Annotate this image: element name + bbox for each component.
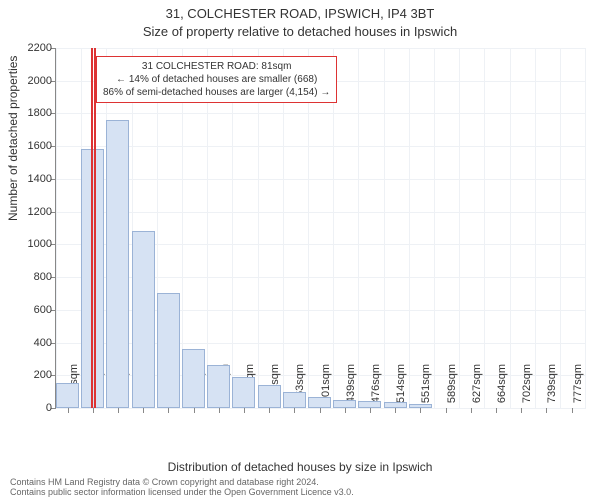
annotation-box: 31 COLCHESTER ROAD: 81sqm ← 14% of detac… (96, 56, 337, 103)
gridline-v (409, 48, 410, 408)
ytick-label: 1000 (7, 238, 52, 250)
gridline-h (56, 212, 586, 213)
ytick-label: 1400 (7, 173, 52, 185)
gridline-v (384, 48, 385, 408)
annotation-line3: 86% of semi-detached houses are larger (… (103, 86, 330, 99)
ytick-label: 0 (7, 402, 52, 414)
chart-container: 31, COLCHESTER ROAD, IPSWICH, IP4 3BT Si… (0, 0, 600, 500)
gridline-v (560, 48, 561, 408)
annotation-line2: ← 14% of detached houses are smaller (66… (103, 73, 330, 86)
footer-attribution: Contains HM Land Registry data © Crown c… (10, 478, 354, 498)
xtick-label: 702sqm (521, 364, 533, 414)
annotation-line1: 31 COLCHESTER ROAD: 81sqm (103, 60, 330, 73)
chart-title-main: 31, COLCHESTER ROAD, IPSWICH, IP4 3BT (0, 6, 600, 21)
histogram-bar (358, 401, 381, 408)
gridline-h (56, 48, 586, 49)
xtick-label: 627sqm (471, 364, 483, 414)
gridline-v (56, 48, 57, 408)
plot-area: 25sqm63sqm100sqm138sqm175sqm213sqm251sqm… (55, 48, 586, 409)
gridline-v (434, 48, 435, 408)
histogram-bar (258, 385, 281, 408)
ytick-label: 1200 (7, 206, 52, 218)
histogram-bar (207, 365, 230, 408)
gridline-v (358, 48, 359, 408)
histogram-bar (308, 397, 331, 408)
x-axis-label: Distribution of detached houses by size … (0, 460, 600, 474)
histogram-bar (232, 377, 255, 408)
histogram-bar (106, 120, 129, 408)
gridline-v (585, 48, 586, 408)
histogram-bar (384, 402, 407, 408)
chart-title-sub: Size of property relative to detached ho… (0, 24, 600, 39)
xtick-label: 777sqm (572, 364, 584, 414)
gridline-v (484, 48, 485, 408)
footer-line2: Contains public sector information licen… (10, 488, 354, 498)
histogram-bar (409, 404, 432, 408)
ytick-label: 2200 (7, 42, 52, 54)
gridline-v (535, 48, 536, 408)
xtick-label: 589sqm (446, 364, 458, 414)
ytick-label: 2000 (7, 75, 52, 87)
gridline-v (510, 48, 511, 408)
ytick-label: 600 (7, 304, 52, 316)
histogram-bar (157, 293, 180, 408)
ytick-label: 200 (7, 369, 52, 381)
gridline-h (56, 113, 586, 114)
histogram-bar (333, 400, 356, 408)
ytick-label: 800 (7, 271, 52, 283)
ytick-label: 400 (7, 337, 52, 349)
ytick-label: 1800 (7, 107, 52, 119)
histogram-bar (283, 392, 306, 408)
gridline-h (56, 146, 586, 147)
histogram-bar (56, 383, 79, 408)
histogram-bar (132, 231, 155, 408)
ytick-label: 1600 (7, 140, 52, 152)
gridline-v (459, 48, 460, 408)
xtick-label: 739sqm (546, 364, 558, 414)
xtick-label: 664sqm (496, 364, 508, 414)
gridline-h (56, 179, 586, 180)
histogram-bar (182, 349, 205, 408)
property-marker-line (91, 48, 93, 408)
